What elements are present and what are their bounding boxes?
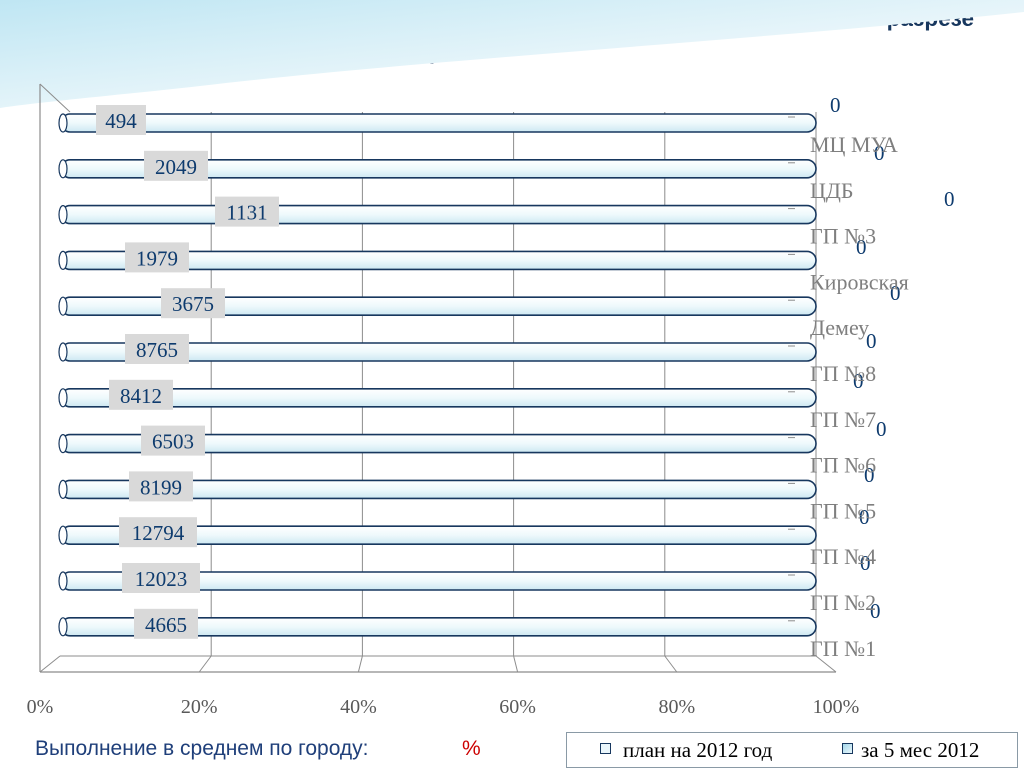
bar-plan xyxy=(60,387,817,408)
city-average-value: % xyxy=(462,737,481,760)
data-label-box xyxy=(129,471,193,502)
data-label-fact: 0 xyxy=(856,235,867,259)
category-label: Демеу xyxy=(810,315,869,340)
bar-end-cap xyxy=(58,205,68,225)
bar-end-cap xyxy=(58,296,68,316)
bars xyxy=(58,113,817,637)
data-label: 12023 xyxy=(135,567,188,591)
bar-end-cap xyxy=(58,479,68,499)
bar-plan xyxy=(60,204,817,225)
category-label: ГП №4 xyxy=(810,544,876,569)
data-label-box xyxy=(119,517,197,548)
data-label-box xyxy=(125,242,189,273)
data-label-box xyxy=(215,196,279,227)
x-axis-ticks: 0% 20% 40% 60% 80% 100% xyxy=(27,696,860,718)
data-label-box xyxy=(134,608,198,639)
data-label: 3675 xyxy=(172,292,214,316)
data-label-fact: 0 xyxy=(830,93,841,117)
data-label-fact: 0 xyxy=(866,329,877,353)
bar-chart: 494 2049 1131 1979 3675 8765 8412 6503 8199 12794… xyxy=(0,0,1024,718)
plot-frame xyxy=(39,83,836,673)
data-label-box xyxy=(144,150,208,181)
x-tick-label: 0% xyxy=(27,696,54,718)
category-label: ГП №1 xyxy=(810,636,876,661)
data-label-fact: 0 xyxy=(944,187,955,211)
data-label-box xyxy=(96,105,146,135)
bar-end-cap xyxy=(58,388,68,408)
data-label: 2049 xyxy=(155,155,197,179)
x-tick-label: 20% xyxy=(181,696,218,718)
bar-end-cap xyxy=(58,159,68,179)
data-label-fact: 0 xyxy=(853,369,864,393)
data-label: 1979 xyxy=(136,246,178,270)
floor-grid-line xyxy=(513,655,519,673)
data-label: 494 xyxy=(105,109,137,133)
category-label: ГП №2 xyxy=(810,590,876,615)
x-tick-label: 40% xyxy=(340,696,377,718)
floor-grid-line xyxy=(39,655,61,673)
floor-grid-line xyxy=(664,655,678,673)
data-label: 6503 xyxy=(152,430,194,454)
category-label: ГП №7 xyxy=(810,407,876,432)
floor-grid-line xyxy=(815,655,837,673)
data-label-box xyxy=(125,334,189,364)
category-label: ГП №8 xyxy=(810,361,876,386)
x-tick-label: 80% xyxy=(658,696,695,718)
data-label-fact: 0 xyxy=(874,141,885,165)
category-label: МЦ МУА xyxy=(810,132,898,157)
legend-swatch-plan xyxy=(600,743,611,754)
data-label-fact: 0 xyxy=(864,463,875,487)
data-label-fact: 0 xyxy=(870,599,881,623)
bar-end-cap xyxy=(58,250,68,270)
bar-end-cap xyxy=(58,434,68,454)
x-tick-label: 60% xyxy=(499,696,536,718)
data-label: 8765 xyxy=(136,338,178,362)
category-label: ГП №3 xyxy=(810,224,876,249)
data-label: 12794 xyxy=(132,521,185,545)
bar-end-cap xyxy=(58,113,68,133)
bar-end-cap xyxy=(58,617,68,637)
category-label: ЦДБ xyxy=(810,178,854,203)
data-label: 1131 xyxy=(226,201,267,225)
bar-end-cap xyxy=(58,525,68,545)
data-label-fact: 0 xyxy=(860,551,871,575)
data-label-fact: 0 xyxy=(890,281,901,305)
floor-grid-line xyxy=(357,655,363,673)
data-label: 4665 xyxy=(145,613,187,637)
data-label: 8412 xyxy=(120,384,162,408)
category-label: Кировская xyxy=(810,269,909,294)
data-label-box xyxy=(161,288,225,319)
grid-lines xyxy=(39,112,837,673)
data-label-box xyxy=(141,425,205,456)
data-label-box xyxy=(122,563,200,593)
legend: план на 2012 год за 5 мес 2012 xyxy=(566,732,1018,768)
bar-plan xyxy=(60,113,817,133)
legend-swatch-fact xyxy=(842,743,853,754)
frame-depth-edge xyxy=(39,83,71,113)
category-label: ГП №6 xyxy=(810,453,876,478)
legend-label-fact: за 5 мес 2012 xyxy=(861,738,980,762)
data-label-fact: 0 xyxy=(876,417,887,441)
slide-background-wave xyxy=(0,0,1024,108)
bar-end-cap xyxy=(58,571,68,591)
data-labels: 494 2049 1131 1979 3675 8765 8412 6503 8199 12794… xyxy=(96,105,279,639)
category-label: ГП №5 xyxy=(810,498,876,523)
data-label-box xyxy=(109,379,173,410)
data-label-fact: 0 xyxy=(859,505,870,529)
data-label: 8199 xyxy=(140,475,182,499)
floor-grid-line xyxy=(198,655,212,673)
legend-label-plan: план на 2012 год xyxy=(623,738,773,762)
city-average-label: Выполнение в среднем по городу: xyxy=(35,737,369,760)
bar-end-cap xyxy=(58,342,68,362)
category-labels: МЦ МУА ЦДБ ГП №3 Кировская Демеу ГП №8 ГП №7 ГП… xyxy=(810,132,909,661)
x-tick-label: 100% xyxy=(813,696,860,718)
